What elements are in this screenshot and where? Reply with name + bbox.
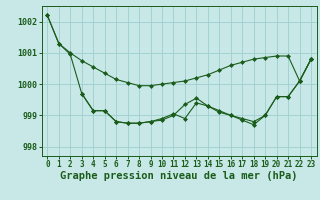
X-axis label: Graphe pression niveau de la mer (hPa): Graphe pression niveau de la mer (hPa)	[60, 171, 298, 181]
